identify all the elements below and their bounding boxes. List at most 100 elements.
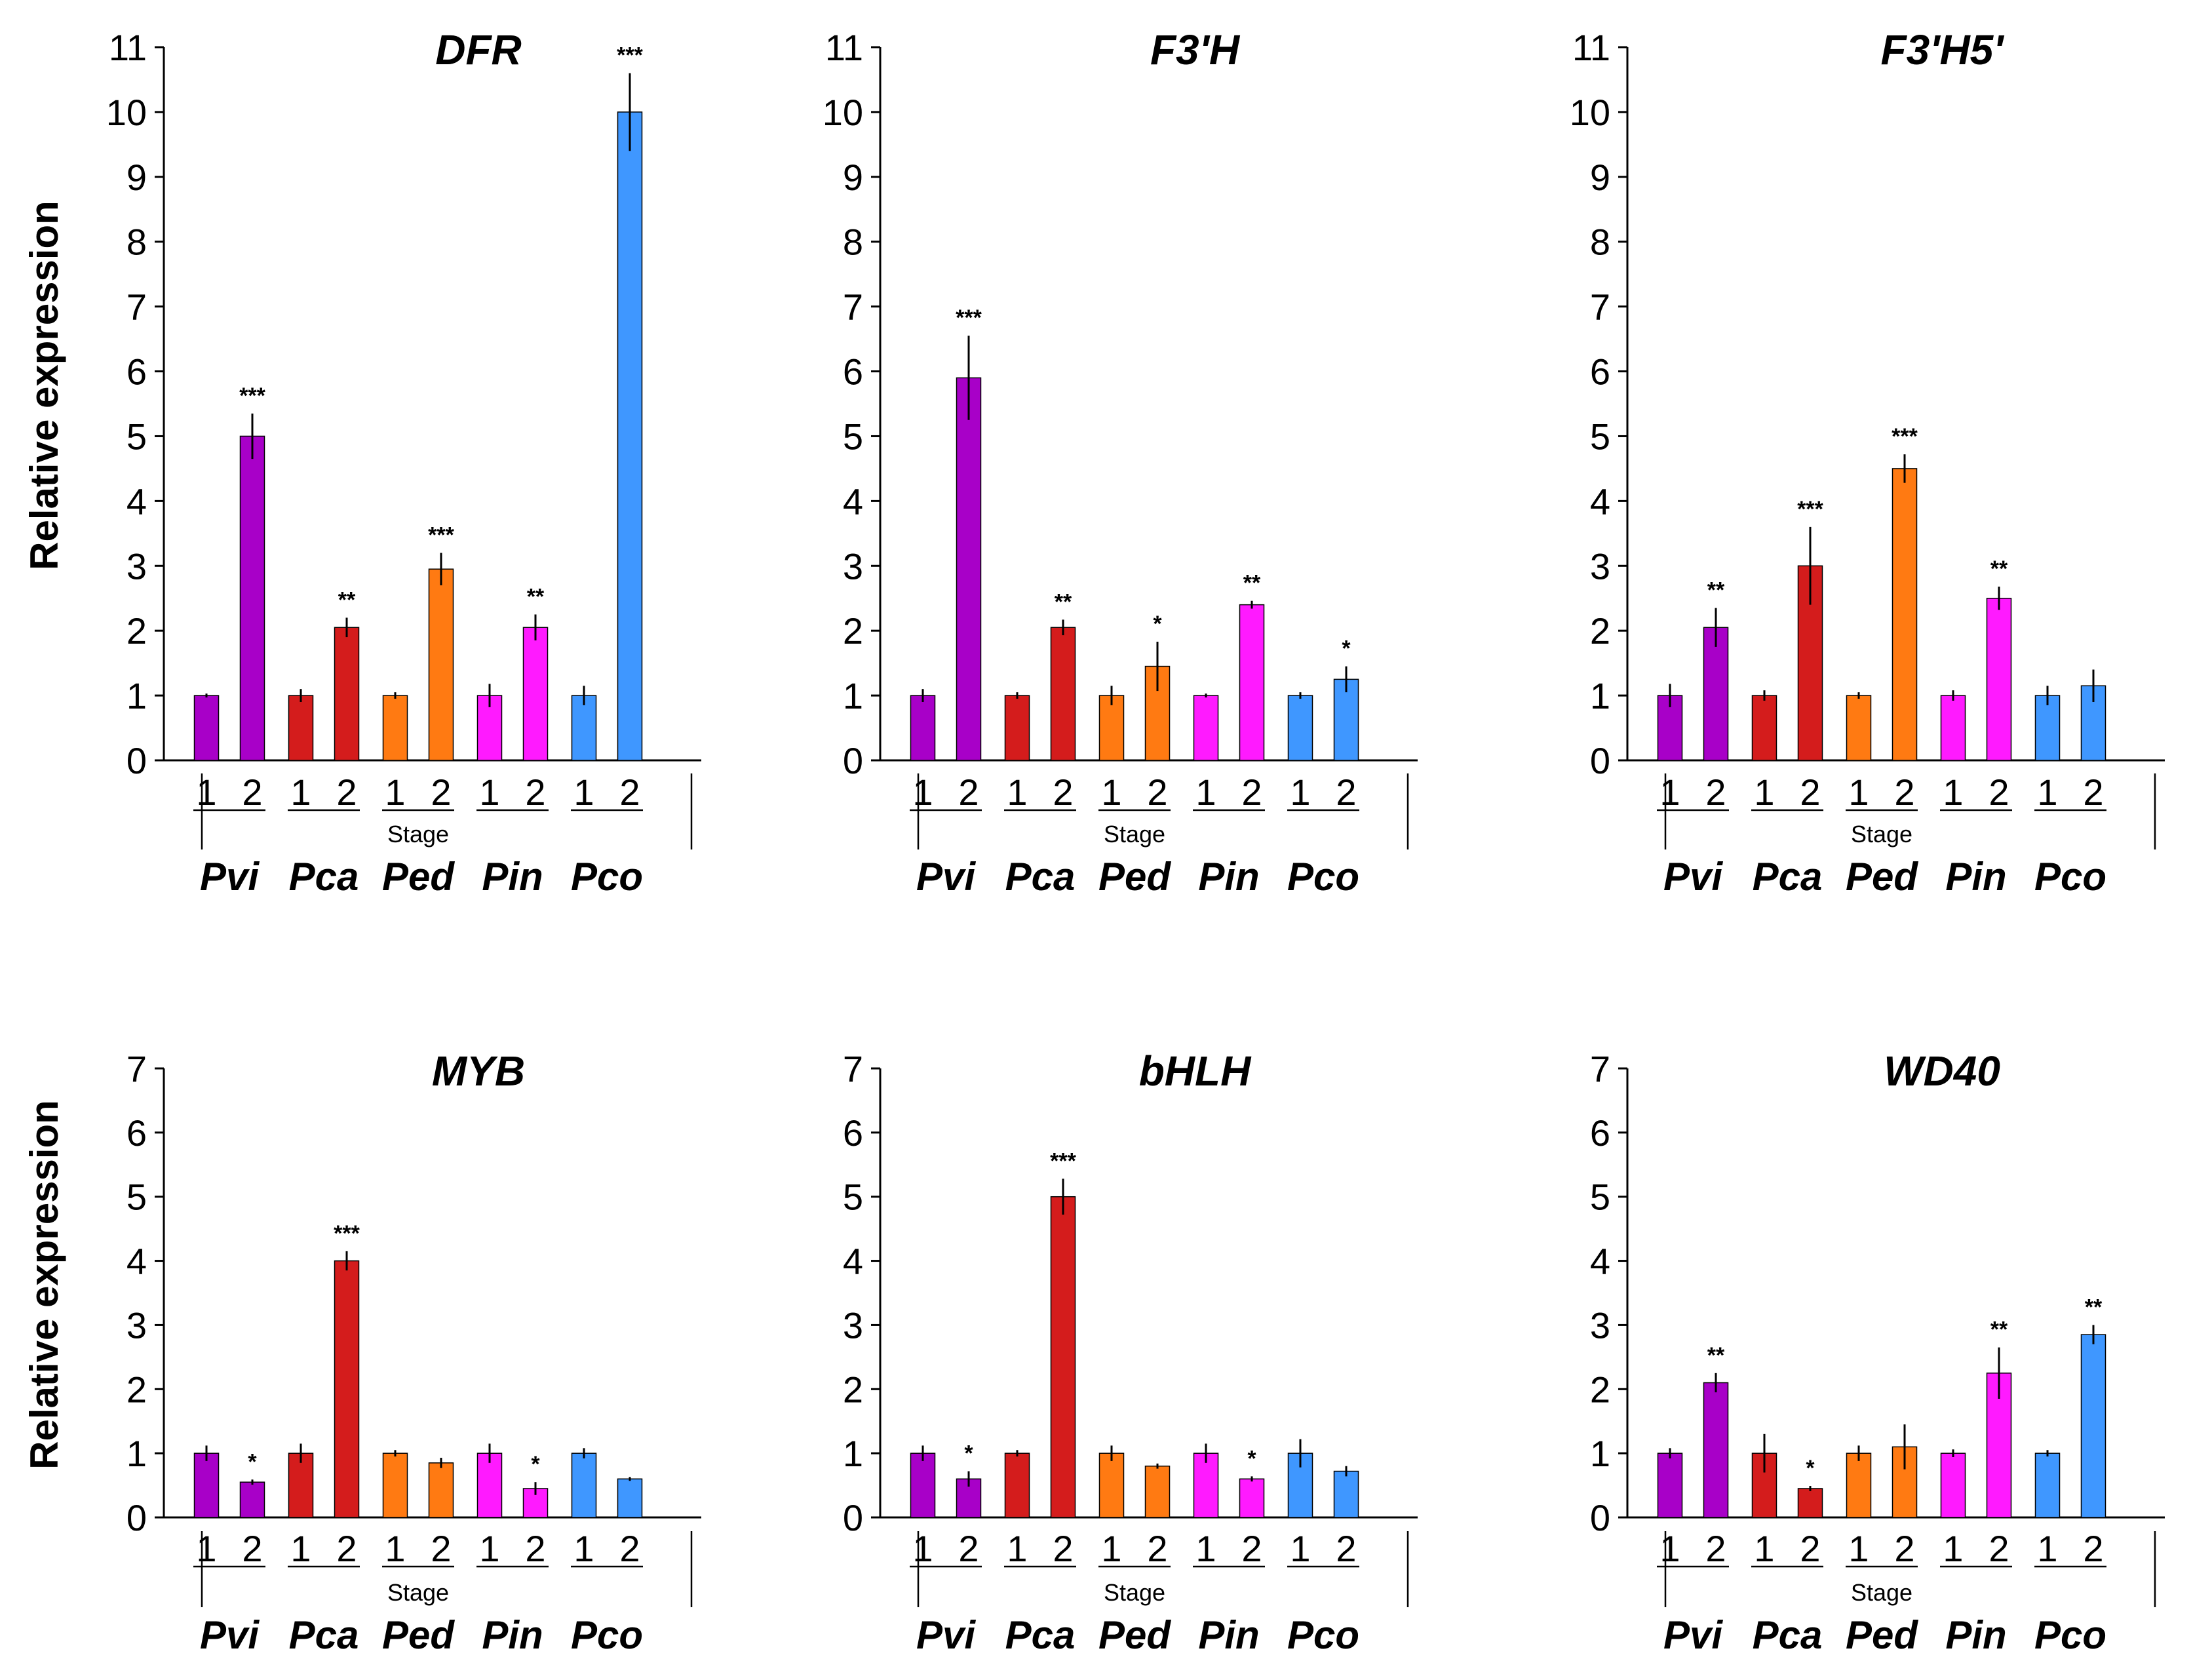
category-label-ped: Ped [1846,1613,1918,1657]
significance-label: *** [956,305,982,330]
stage-number-label: 2 [1336,1528,1356,1569]
bar-pca-stage2 [334,1260,360,1518]
stage-number-label: 1 [1101,1528,1121,1569]
y-tick-label: 11 [825,27,863,68]
category-label-pco: Pco [2034,1613,2106,1657]
y-tick-label: 10 [823,92,863,133]
category-label-pca: Pca [1753,855,1823,899]
panel-3: F3'H5'012345678910111**2Pvi1***2Pca1***2… [1570,26,2165,899]
y-tick-label: 6 [843,1112,863,1154]
bar-ped-stage1 [382,695,408,761]
significance-label: ** [338,587,356,612]
category-label-pco: Pco [1287,1613,1359,1657]
y-tick-label: 3 [126,545,147,587]
y-tick-label: 7 [843,286,863,328]
y-tick-label: 9 [843,157,863,198]
stage-number-label: 2 [1241,771,1262,813]
stage-number-label: 1 [196,1528,216,1569]
y-tick-label: 7 [843,1048,863,1089]
bar-pco-stage1 [1287,695,1313,761]
stage-number-label: 1 [479,771,499,813]
stage-number-label: 1 [912,1528,933,1569]
bar-pin-stage1 [1193,1453,1219,1518]
bar-pin-stage1 [1940,695,1966,761]
y-tick-label: 1 [843,675,863,716]
bar-pvi-stage1 [193,1453,220,1518]
y-tick-label: 0 [1590,1497,1610,1538]
y-tick-label: 1 [126,675,147,716]
y-tick-label: 3 [843,1304,863,1346]
significance-label: ** [527,584,545,609]
category-label-pvi: Pvi [200,1613,260,1657]
y-tick-label: 1 [843,1433,863,1474]
category-label-pvi: Pvi [200,855,260,899]
panel-title: DFR [435,26,522,73]
y-tick-label: 4 [126,1241,147,1282]
stage-number-label: 1 [1754,771,1774,813]
panel-title: WD40 [1884,1047,2000,1095]
y-tick-label: 8 [126,222,147,263]
bar-pca-stage2 [1050,627,1076,761]
stage-number-label: 1 [1659,771,1680,813]
category-label-pin: Pin [1198,1613,1259,1657]
category-label-pco: Pco [571,1613,643,1657]
y-tick-label: 1 [126,1433,147,1474]
y-tick-label: 11 [1572,27,1610,68]
stage-number-label: 2 [1336,771,1356,813]
bar-pvi-stage1 [193,695,220,761]
significance-label: *** [1050,1148,1076,1173]
stage-number-label: 2 [431,1528,451,1569]
bar-pin-stage1 [1193,695,1219,761]
significance-label: * [531,1452,540,1477]
stage-label: Stage [387,821,449,848]
bar-pca-stage1 [1004,1453,1030,1518]
stage-number-label: 1 [1659,1528,1680,1569]
bar-pvi-stage2 [239,435,265,761]
y-tick-label: 6 [843,351,863,393]
y-tick-label: 1 [1590,1433,1610,1474]
stage-number-label: 2 [958,771,979,813]
category-label-ped: Ped [1846,855,1918,899]
category-label-pco: Pco [1287,855,1359,899]
stage-number-label: 2 [1147,771,1167,813]
category-label-pca: Pca [289,1613,359,1657]
y-tick-label: 1 [1590,675,1610,716]
bar-pin-stage1 [1940,1453,1966,1518]
stage-label: Stage [1851,1579,1912,1606]
stage-number-label: 2 [2083,1528,2103,1569]
category-label-pin: Pin [482,1613,543,1657]
bar-pvi-stage2 [1703,627,1729,761]
category-label-pin: Pin [1198,855,1259,899]
stage-number-label: 2 [1147,1528,1167,1569]
stage-number-label: 2 [1894,1528,1914,1569]
bar-pin-stage2 [522,627,549,761]
stage-number-label: 2 [619,771,640,813]
stage-number-label: 2 [525,771,545,813]
stage-number-label: 2 [242,771,262,813]
y-tick-label: 7 [1590,286,1610,328]
category-label-pca: Pca [1005,855,1076,899]
bar-ped-stage2 [1144,1465,1171,1518]
significance-label: * [1806,1456,1815,1481]
significance-label: ** [1243,571,1261,596]
bar-ped-stage2 [428,568,454,761]
bar-ped-stage1 [1846,695,1872,761]
stage-label: Stage [1851,821,1912,848]
bar-pin-stage1 [476,1453,503,1518]
stage-number-label: 1 [573,771,594,813]
category-label-pca: Pca [1753,1613,1823,1657]
y-tick-label: 6 [1590,351,1610,393]
stage-number-label: 1 [1007,1528,1027,1569]
stage-number-label: 1 [1195,771,1216,813]
stage-number-label: 1 [1848,771,1869,813]
significance-label: ** [2085,1295,2103,1319]
bar-pco-stage2 [617,111,643,761]
category-label-ped: Ped [1098,1613,1171,1657]
y-tick-label: 4 [126,480,147,522]
category-label-ped: Ped [382,1613,455,1657]
y-tick-label: 5 [126,1177,147,1218]
category-label-ped: Ped [382,855,455,899]
panel-title: MYB [432,1047,525,1095]
y-tick-label: 4 [843,1241,863,1282]
